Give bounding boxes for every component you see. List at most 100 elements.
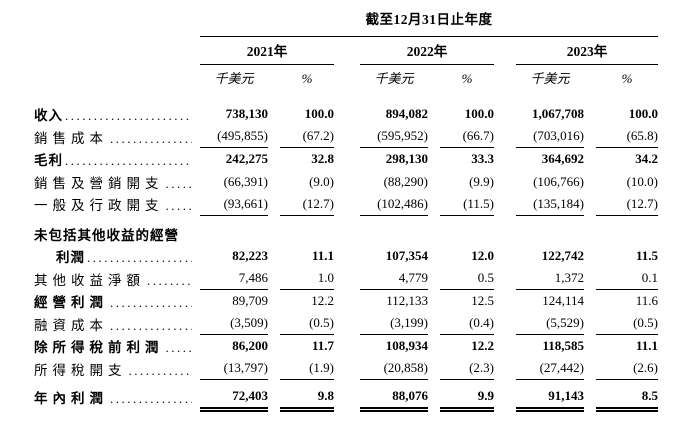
cell-2021-amount: 89,709 xyxy=(232,293,268,309)
cell-2022-amount: 298,130 xyxy=(385,151,428,167)
cell-2023-amount: (135,184) xyxy=(516,193,584,216)
cell-2022-pct: (66.7) xyxy=(440,126,494,148)
row-label-text: 收入 xyxy=(34,108,63,124)
cell-2023-pct: (65.8) xyxy=(596,126,658,148)
cell-2021-pct: 100.0 xyxy=(304,106,334,122)
cell-2022-pct: (2.3) xyxy=(440,358,494,380)
unit-label-2021: 千美元 xyxy=(214,71,254,86)
cell-2023-pct: 100.0 xyxy=(628,106,658,122)
table-row: 所得稅開支 (13,797) (1.9) (20,858) (2.3) (27,442) (… xyxy=(34,358,658,380)
row-label-text: 利潤 xyxy=(56,250,85,266)
row-label: 經營利潤 xyxy=(34,291,192,311)
cell-2022-pct xyxy=(440,223,494,246)
cell-2021-pct: 9.8 xyxy=(280,386,334,411)
cell-2023-pct: 11.5 xyxy=(635,248,658,264)
row-label: 毛利 xyxy=(34,149,192,169)
cell-2023-amount: 124,114 xyxy=(542,293,584,309)
unit-label-2022: 千美元 xyxy=(374,71,414,86)
cell-2022-amount: 4,779 xyxy=(360,268,428,290)
cell-2021-amount: (66,391) xyxy=(223,173,268,189)
cell-2023-amount: 91,143 xyxy=(516,386,584,411)
cell-2021-amount: (93,661) xyxy=(200,193,268,216)
cell-2023-pct: 0.1 xyxy=(596,268,658,290)
cell-2022-amount: 894,082 xyxy=(385,106,428,122)
dot-leader xyxy=(110,295,192,311)
cell-2022-pct: 9.9 xyxy=(440,386,494,411)
cell-2021-pct: (0.5) xyxy=(280,313,334,335)
cell-2021-pct: 11.1 xyxy=(311,248,334,264)
cell-2022-amount: (102,486) xyxy=(360,193,428,216)
cell-2023-pct: (10.0) xyxy=(626,173,658,189)
cell-2022-amount: 88,076 xyxy=(360,386,428,411)
cell-2021-amount: 738,130 xyxy=(225,106,268,122)
cell-2023-amount: 1,067,708 xyxy=(532,106,584,122)
cell-2022-amount: (20,858) xyxy=(360,358,428,380)
cell-2023-amount: (106,766) xyxy=(533,173,584,189)
cell-2023-pct: 34.2 xyxy=(635,151,658,167)
numeric-columns-area: 截至12月31日止年度 2021年 2022年 2023年 千美元 % 千美元 … xyxy=(200,12,658,87)
table-row: 經營利潤 89,709 12.2 112,133 12.5 124,114 11.6 xyxy=(34,290,658,313)
year-header-row: 2021年 2022年 2023年 xyxy=(200,37,658,65)
pct-label-2022: % xyxy=(461,71,473,86)
dot-leader xyxy=(166,198,193,214)
cell-2021-pct: 11.7 xyxy=(311,338,334,354)
table-row: 銷售及營銷開支 (66,391) (9.0) (88,290) (9.9) (106,76… xyxy=(34,171,658,194)
cell-2022-amount: 107,354 xyxy=(385,248,428,264)
cell-2022-pct: (0.4) xyxy=(440,313,494,335)
cell-2021-amount: 242,275 xyxy=(225,151,268,167)
row-label-text: 除所得稅前利潤 xyxy=(34,340,164,356)
cell-2023-amount: 122,742 xyxy=(541,248,584,264)
cell-2022-amount: (595,952) xyxy=(360,126,428,148)
pct-label-2021: % xyxy=(301,71,313,86)
cell-2022-pct: (9.9) xyxy=(469,173,494,189)
cell-2021-pct: 1.0 xyxy=(280,268,334,290)
unit-header-row: 千美元 % 千美元 % 千美元 % xyxy=(200,65,658,87)
dot-leader xyxy=(110,131,192,147)
cell-2021-amount: 7,486 xyxy=(200,268,268,290)
cell-2021-pct: (12.7) xyxy=(280,193,334,216)
cell-2022-amount: (88,290) xyxy=(383,173,428,189)
row-label: 年內利潤 xyxy=(34,387,192,407)
table-row: 除所得稅前利潤 86,200 11.7 108,934 12.2 118,585 11.1 xyxy=(34,335,658,358)
label-column-spacer xyxy=(34,12,200,87)
cell-2022-amount xyxy=(360,223,428,246)
cell-2021-amount: (495,855) xyxy=(200,126,268,148)
row-label-text: 其他收益淨額 xyxy=(34,272,145,288)
cell-2021-amount: 72,403 xyxy=(200,386,268,411)
cell-2023-amount: (27,442) xyxy=(516,358,584,380)
cell-2022-amount: 112,133 xyxy=(386,293,428,309)
row-label: 除所得稅前利潤 xyxy=(34,336,192,356)
cell-2021-pct: 12.2 xyxy=(311,293,334,309)
table-row: 一般及行政開支 (93,661) (12.7) (102,486) (11.5) (135… xyxy=(34,193,658,216)
cell-2022-pct: (11.5) xyxy=(440,193,494,216)
row-label-text: 一般及行政開支 xyxy=(34,198,164,214)
row-label: 融資成本 xyxy=(34,314,192,334)
row-label: 所得稅開支 xyxy=(34,359,192,379)
cell-2022-pct: 12.2 xyxy=(471,338,494,354)
row-label: 未包括其他收益的經營 xyxy=(34,224,192,244)
cell-2021-amount: (3,509) xyxy=(200,313,268,335)
row-label-text: 毛利 xyxy=(34,153,63,169)
row-label-text: 銷售成本 xyxy=(34,130,108,146)
cell-2022-amount: (3,199) xyxy=(360,313,428,335)
cell-2021-amount xyxy=(200,223,268,246)
cell-2021-amount: (13,797) xyxy=(200,358,268,380)
dot-leader xyxy=(65,108,192,124)
dot-leader xyxy=(110,391,192,407)
cell-2021-pct: (1.9) xyxy=(280,358,334,380)
cell-2021-pct: (9.0) xyxy=(309,173,334,189)
cell-2023-pct: (12.7) xyxy=(596,193,658,216)
cell-2022-pct: 0.5 xyxy=(440,268,494,290)
row-label-text: 融資成本 xyxy=(34,317,108,333)
row-label-text: 銷售及營銷開支 xyxy=(34,175,164,191)
cell-2022-pct: 100.0 xyxy=(464,106,494,122)
year-header-2021: 2021年 xyxy=(200,44,334,65)
table-row: 毛利 242,275 32.8 298,130 33.3 364,692 34.2 xyxy=(34,148,658,171)
cell-2023-amount xyxy=(516,223,584,246)
row-label: 收入 xyxy=(34,104,192,124)
row-label-text: 年內利潤 xyxy=(34,391,108,407)
cell-2022-pct: 33.3 xyxy=(471,151,494,167)
cell-2023-pct: (2.6) xyxy=(596,358,658,380)
row-label: 一般及行政開支 xyxy=(34,194,192,214)
